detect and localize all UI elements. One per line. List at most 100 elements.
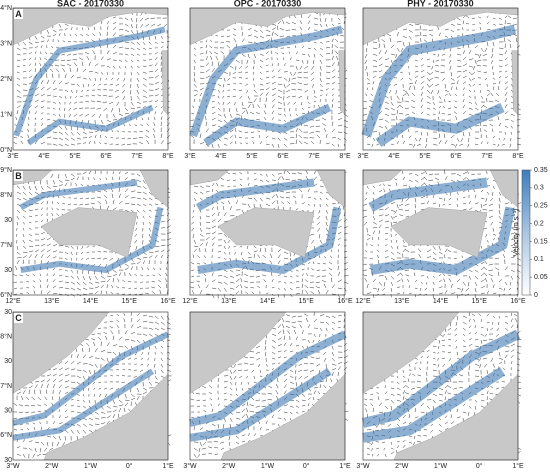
velocity-arrow xyxy=(88,77,92,81)
velocity-arrow xyxy=(70,287,76,291)
velocity-arrow xyxy=(134,357,138,360)
column-title: OPC - 20170330 xyxy=(234,0,302,8)
velocity-arrow xyxy=(366,47,368,53)
velocity-arrow xyxy=(27,123,30,127)
velocity-arrow xyxy=(193,89,199,92)
velocity-arrow xyxy=(34,117,36,121)
velocity-arrow xyxy=(444,93,448,97)
velocity-arrow xyxy=(222,423,225,429)
velocity-arrow xyxy=(268,385,273,389)
velocity-arrow xyxy=(105,335,108,341)
velocity-arrow xyxy=(482,209,488,211)
velocity-arrow xyxy=(404,209,410,212)
velocity-arrow xyxy=(205,50,208,55)
velocity-arrow xyxy=(58,80,63,85)
velocity-arrow xyxy=(217,101,220,105)
velocity-arrow xyxy=(289,293,293,298)
velocity-arrow xyxy=(124,330,128,335)
velocity-arrow xyxy=(400,77,404,81)
velocity-arrow xyxy=(247,203,251,208)
velocity-arrow xyxy=(82,83,84,88)
velocity-arrow xyxy=(283,119,287,122)
velocity-arrow xyxy=(205,69,210,73)
velocity-arrow xyxy=(453,106,458,109)
velocity-arrow xyxy=(216,206,219,211)
velocity-arrow xyxy=(383,447,386,451)
velocity-arrow xyxy=(283,378,288,383)
velocity-arrow xyxy=(390,275,395,280)
velocity-arrow xyxy=(34,214,38,217)
velocity-arrow xyxy=(147,351,150,355)
velocity-arrow xyxy=(396,251,401,255)
velocity-arrow xyxy=(474,275,479,280)
velocity-arrow xyxy=(235,387,238,391)
velocity-arrow xyxy=(378,110,383,115)
velocity-arrow xyxy=(474,194,477,199)
velocity-arrow xyxy=(22,209,27,213)
velocity-arrow xyxy=(376,143,380,146)
velocity-arrow xyxy=(136,53,140,56)
velocity-arrow xyxy=(271,414,275,419)
velocity-arrow xyxy=(153,122,156,127)
velocity-arrow xyxy=(72,59,78,61)
velocity-arrow xyxy=(22,65,26,67)
velocity-arrow xyxy=(69,33,72,37)
velocity-arrow xyxy=(325,142,330,145)
velocity-arrow xyxy=(414,287,418,290)
velocity-arrow xyxy=(106,119,111,123)
velocity-arrow xyxy=(136,89,139,95)
velocity-arrow xyxy=(124,393,127,399)
velocity-arrow xyxy=(263,279,267,283)
velocity-arrow xyxy=(389,89,392,94)
velocity-arrow xyxy=(504,20,506,25)
velocity-arrow xyxy=(262,274,267,277)
velocity-arrow xyxy=(390,387,395,389)
velocity-arrow xyxy=(118,65,121,69)
velocity-arrow xyxy=(468,71,473,75)
velocity-arrow xyxy=(277,330,282,335)
velocity-arrow xyxy=(34,381,40,383)
velocity-arrow xyxy=(343,113,348,117)
current-band xyxy=(375,102,505,148)
lon-tick-label: 3°W xyxy=(6,462,20,470)
velocity-arrow xyxy=(319,53,323,58)
velocity-arrow xyxy=(271,93,277,97)
velocity-arrow xyxy=(271,194,276,199)
velocity-arrow xyxy=(315,357,321,359)
velocity-arrow xyxy=(319,197,322,201)
velocity-arrow xyxy=(64,125,68,131)
velocity-arrow xyxy=(407,59,410,63)
velocity-arrow xyxy=(447,249,452,253)
velocity-arrow xyxy=(444,89,449,92)
velocity-arrow xyxy=(343,131,348,135)
velocity-arrow xyxy=(336,55,339,61)
velocity-arrow xyxy=(76,393,80,396)
velocity-arrow xyxy=(34,51,37,55)
velocity-arrow xyxy=(444,290,448,295)
velocity-arrow xyxy=(277,69,281,73)
velocity-arrow xyxy=(271,117,274,121)
velocity-arrow xyxy=(244,286,249,289)
velocity-arrow xyxy=(454,100,458,103)
velocity-arrow xyxy=(341,27,345,31)
velocity-arrow xyxy=(88,369,92,375)
velocity-arrow xyxy=(40,260,42,265)
velocity-arrow xyxy=(34,249,39,253)
velocity-arrow xyxy=(492,47,494,53)
velocity-arrow xyxy=(203,262,207,265)
velocity-arrow xyxy=(142,387,148,391)
velocity-arrow xyxy=(142,391,148,395)
velocity-arrow xyxy=(376,254,380,259)
velocity-arrow xyxy=(424,143,428,149)
velocity-arrow xyxy=(318,255,321,259)
velocity-arrow xyxy=(277,273,282,277)
velocity-arrow xyxy=(160,327,165,331)
velocity-arrow xyxy=(39,421,42,425)
velocity-arrow xyxy=(390,451,395,455)
velocity-arrow xyxy=(283,275,288,278)
velocity-arrow xyxy=(407,278,410,283)
velocity-arrow xyxy=(217,275,223,277)
velocity-arrow xyxy=(19,274,24,277)
velocity-arrow xyxy=(444,28,449,31)
velocity-arrow xyxy=(103,107,108,111)
